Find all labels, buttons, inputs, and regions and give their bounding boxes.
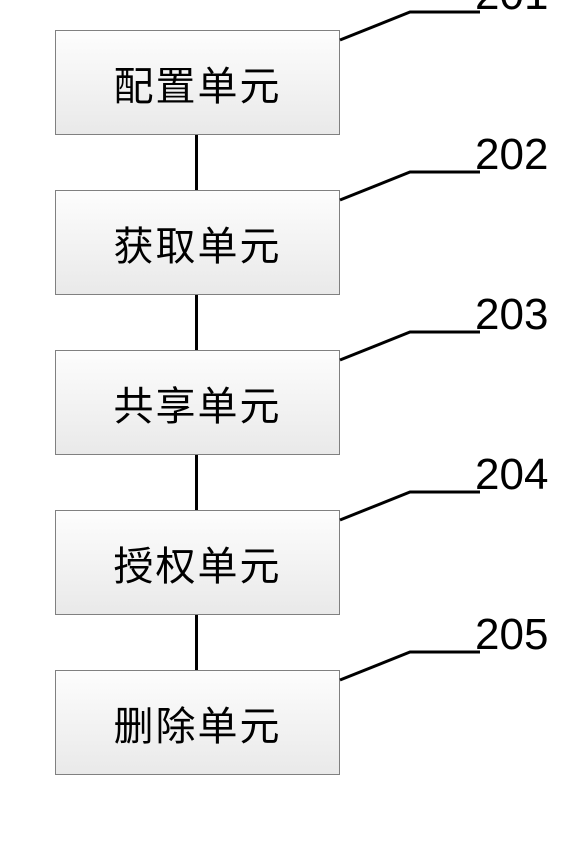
flowchart-node-label: 删除单元 xyxy=(114,694,282,752)
node-number-label: 202 xyxy=(475,130,548,180)
flowchart-canvas: 配置单元 201 获取单元 202 共享单元 203 授权单元 204 删除单元 205 xyxy=(0,0,587,865)
flowchart-node: 授权单元 xyxy=(55,510,340,615)
node-number-label: 204 xyxy=(475,450,548,500)
flowchart-node-label: 共享单元 xyxy=(114,374,282,432)
flowchart-node-label: 配置单元 xyxy=(114,54,282,112)
flowchart-node: 配置单元 xyxy=(55,30,340,135)
node-number-label: 205 xyxy=(475,610,548,660)
flowchart-node-label: 获取单元 xyxy=(114,214,282,272)
flowchart-connector xyxy=(195,295,198,350)
flowchart-node: 删除单元 xyxy=(55,670,340,775)
node-number-label: 201 xyxy=(475,0,548,20)
flowchart-node-label: 授权单元 xyxy=(114,534,282,592)
flowchart-node: 共享单元 xyxy=(55,350,340,455)
flowchart-connector xyxy=(195,615,198,670)
node-number-label: 203 xyxy=(475,290,548,340)
flowchart-connector xyxy=(195,135,198,190)
flowchart-node: 获取单元 xyxy=(55,190,340,295)
flowchart-connector xyxy=(195,455,198,510)
